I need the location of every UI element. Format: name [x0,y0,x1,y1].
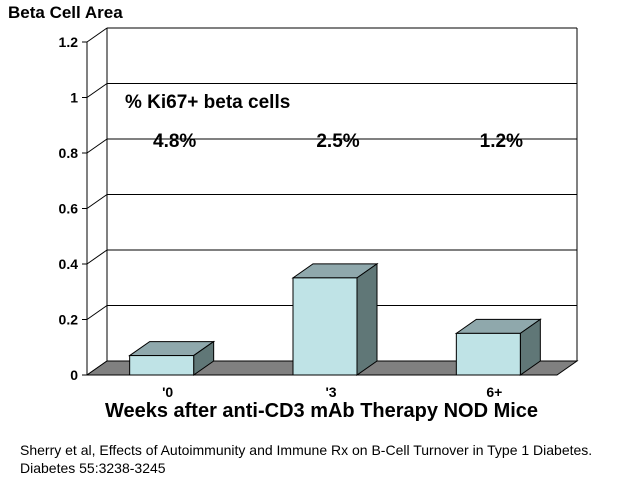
ki67-percentage: 1.2% [480,131,523,152]
y-tick-label: 1.2 [59,34,79,50]
ki67-percentage: 4.8% [153,131,196,152]
side-wall-line [86,27,108,43]
x-axis-label: Weeks after anti-CD3 mAb Therapy NOD Mic… [104,400,539,422]
annotation-title: % Ki67+ beta cells [125,92,290,113]
annotations: 4.8% 2.5% 1.2% [153,131,523,152]
side-wall-line [86,138,108,154]
bar [128,340,216,376]
bar-side [356,262,378,376]
y-tick-label: 0.6 [59,201,79,217]
side-wall-line [86,249,108,265]
bar [454,318,542,376]
x-tick-label: '0 [162,384,173,400]
bars [128,262,542,376]
y-tick-label: 1 [70,90,78,106]
y-tick-label: 0 [70,367,78,383]
y-tick-label: 0.8 [59,145,79,161]
y-axis-label: Beta Cell Area [8,3,123,22]
ki67-percentage: 2.5% [316,131,359,152]
x-tick-label: 6+ [486,384,502,400]
y-ticks: 0 0.2 0.4 0.6 0.8 1 1.2 [59,34,87,383]
side-wall-line [86,194,108,209]
y-tick-label: 0.2 [59,312,79,328]
bar-front [292,277,358,376]
bar-front [129,355,195,376]
bar [291,262,379,376]
bar-front [455,332,521,376]
x-tick-label: '3 [325,384,336,400]
side-wall-line [86,305,108,320]
source-citation: Sherry et al, Effects of Autoimmunity an… [20,442,593,476]
side-wall-line [86,83,108,98]
x-ticks: '0 '3 6+ [162,384,502,400]
y-tick-label: 0.4 [59,256,79,272]
